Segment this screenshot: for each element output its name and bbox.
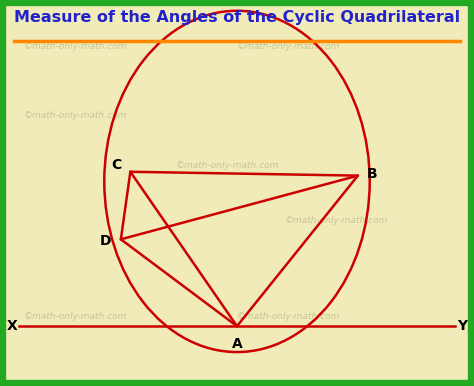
Text: D: D bbox=[100, 234, 111, 248]
Text: A: A bbox=[232, 337, 242, 350]
Text: ©math-only-math.com: ©math-only-math.com bbox=[237, 42, 340, 51]
Text: ©math-only-math.com: ©math-only-math.com bbox=[24, 312, 127, 321]
Text: ©math-only-math.com: ©math-only-math.com bbox=[24, 42, 127, 51]
Text: X: X bbox=[7, 319, 17, 333]
Text: ©math-only-math.com: ©math-only-math.com bbox=[284, 215, 388, 225]
Text: ©math-only-math.com: ©math-only-math.com bbox=[24, 111, 127, 120]
Text: ©math-only-math.com: ©math-only-math.com bbox=[175, 161, 279, 171]
Text: Y: Y bbox=[457, 319, 467, 333]
Text: Measure of the Angles of the Cyclic Quadrilateral: Measure of the Angles of the Cyclic Quad… bbox=[14, 10, 460, 25]
Text: ©math-only-math.com: ©math-only-math.com bbox=[237, 312, 340, 321]
Text: B: B bbox=[367, 167, 377, 181]
Text: C: C bbox=[111, 158, 121, 172]
